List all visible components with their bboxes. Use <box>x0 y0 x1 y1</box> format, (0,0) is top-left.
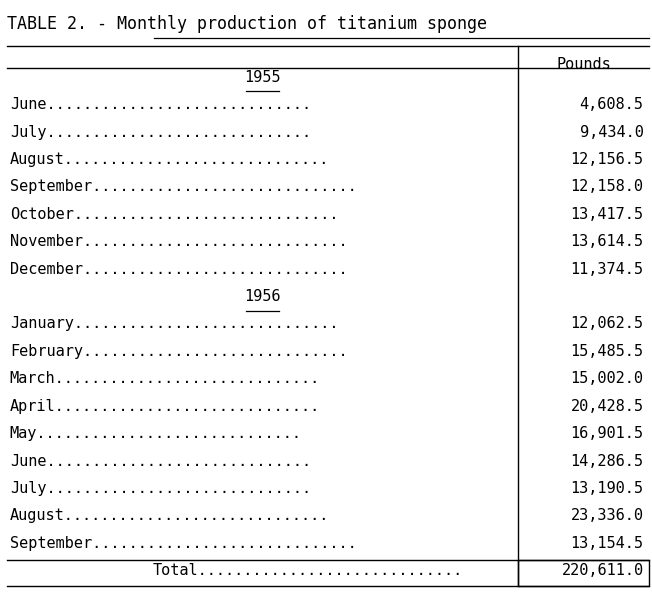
Text: June.............................: June............................. <box>10 454 311 468</box>
Text: 23,336.0: 23,336.0 <box>570 508 644 523</box>
Text: December.............................: December............................. <box>10 262 348 277</box>
Text: Pounds: Pounds <box>556 57 611 72</box>
Text: April.............................: April............................. <box>10 399 320 414</box>
Text: 9,434.0: 9,434.0 <box>580 125 644 139</box>
Text: 13,154.5: 13,154.5 <box>570 536 644 551</box>
Text: 20,428.5: 20,428.5 <box>570 399 644 414</box>
Text: 12,062.5: 12,062.5 <box>570 316 644 331</box>
Text: 13,614.5: 13,614.5 <box>570 234 644 249</box>
Text: 14,286.5: 14,286.5 <box>570 454 644 468</box>
Text: June.............................: June............................. <box>10 97 311 112</box>
Text: February.............................: February............................. <box>10 344 348 359</box>
Text: October.............................: October............................. <box>10 207 338 222</box>
Text: 1956: 1956 <box>244 289 280 304</box>
Text: July.............................: July............................. <box>10 481 311 496</box>
Text: September.............................: September............................. <box>10 536 357 551</box>
Text: 1955: 1955 <box>244 70 280 85</box>
Text: 220,611.0: 220,611.0 <box>561 563 644 578</box>
Text: 13,190.5: 13,190.5 <box>570 481 644 496</box>
Text: 16,901.5: 16,901.5 <box>570 426 644 441</box>
Text: May.............................: May............................. <box>10 426 302 441</box>
Text: 15,002.0: 15,002.0 <box>570 371 644 386</box>
Text: March.............................: March............................. <box>10 371 320 386</box>
Text: November.............................: November............................. <box>10 234 348 249</box>
Text: 15,485.5: 15,485.5 <box>570 344 644 359</box>
Text: August.............................: August............................. <box>10 152 329 167</box>
Text: 12,158.0: 12,158.0 <box>570 179 644 194</box>
Text: 11,374.5: 11,374.5 <box>570 262 644 277</box>
Text: 4,608.5: 4,608.5 <box>580 97 644 112</box>
Text: TABLE 2. - Monthly production of titanium sponge: TABLE 2. - Monthly production of titaniu… <box>7 15 486 33</box>
Text: August.............................: August............................. <box>10 508 329 523</box>
Text: July.............................: July............................. <box>10 125 311 139</box>
Text: Total.............................: Total............................. <box>153 563 463 578</box>
Text: 13,417.5: 13,417.5 <box>570 207 644 222</box>
Text: January.............................: January............................. <box>10 316 338 331</box>
Bar <box>518 560 649 586</box>
Text: 12,156.5: 12,156.5 <box>570 152 644 167</box>
Text: September.............................: September............................. <box>10 179 357 194</box>
